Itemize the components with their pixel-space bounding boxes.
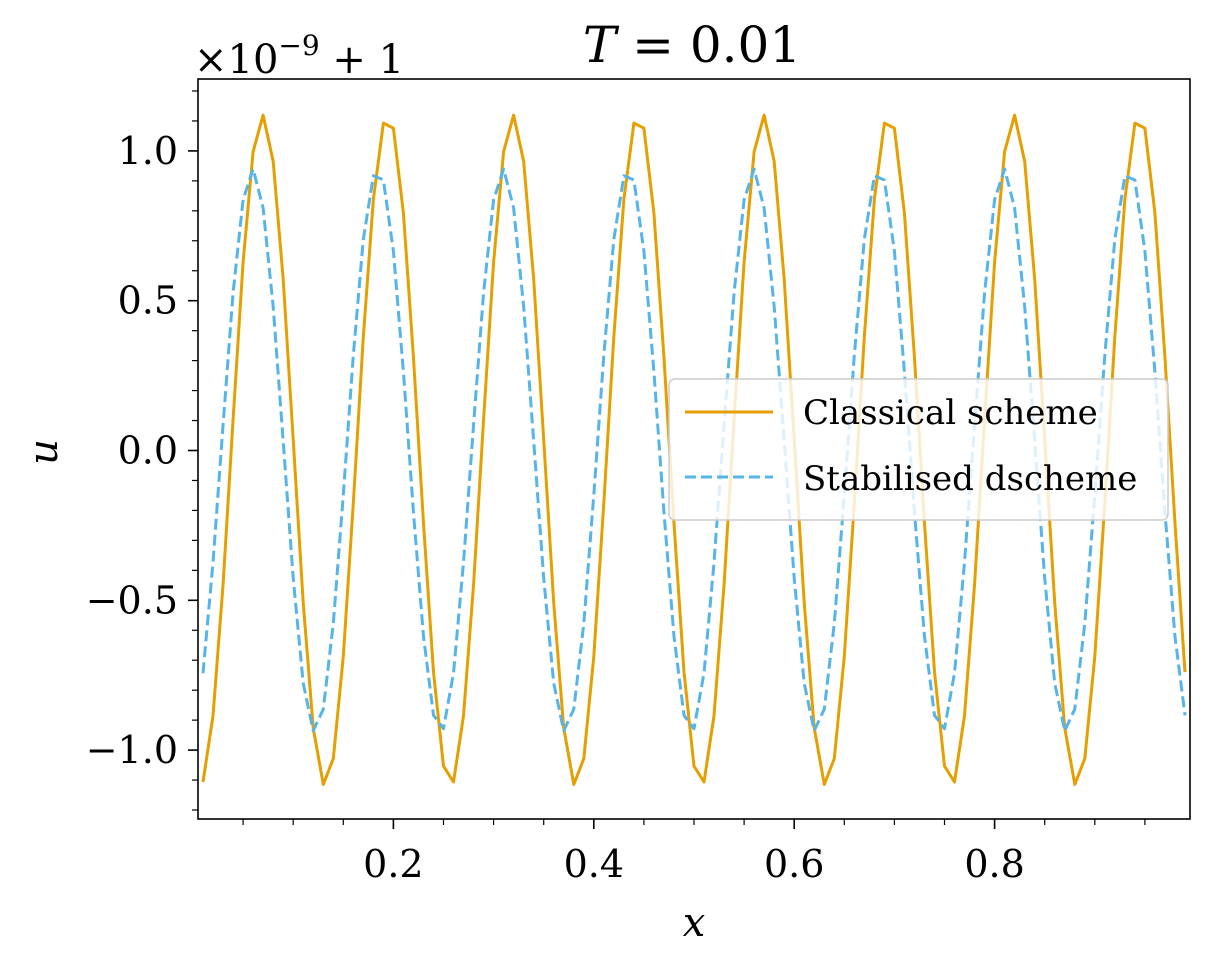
series-line-0 bbox=[201, 113, 1187, 786]
legend: Classical scheme Stabilised dscheme bbox=[668, 378, 1169, 521]
x-axis-label: x bbox=[683, 900, 706, 946]
y-tick-label: 1.0 bbox=[118, 129, 178, 173]
y-tick-label: −0.5 bbox=[86, 578, 178, 622]
chart-title: T = 0.01 bbox=[583, 16, 801, 74]
series-line-1 bbox=[201, 167, 1187, 733]
y-tick-label: 0.5 bbox=[118, 279, 178, 323]
x-tick-label: 0.4 bbox=[564, 842, 624, 886]
series-layer bbox=[201, 113, 1187, 786]
y-offset-text: ×10−9 + 1 bbox=[194, 29, 404, 83]
y-tick-label: 0.0 bbox=[118, 428, 178, 472]
x-tick-label: 0.2 bbox=[363, 842, 423, 886]
legend-box bbox=[668, 378, 1169, 521]
legend-label-stabilised: Stabilised dscheme bbox=[803, 459, 1137, 499]
y-tick-label: −1.0 bbox=[86, 728, 178, 772]
y-axis-label: u bbox=[21, 439, 67, 465]
x-tick-label: 0.6 bbox=[764, 842, 824, 886]
legend-label-classical: Classical scheme bbox=[803, 393, 1098, 433]
x-tick-label: 0.8 bbox=[964, 842, 1024, 886]
tick-layer: 0.2 0.4 0.6 0.8 −1.0 −0.5 0.0 0.5 1.0 bbox=[86, 90, 1146, 886]
